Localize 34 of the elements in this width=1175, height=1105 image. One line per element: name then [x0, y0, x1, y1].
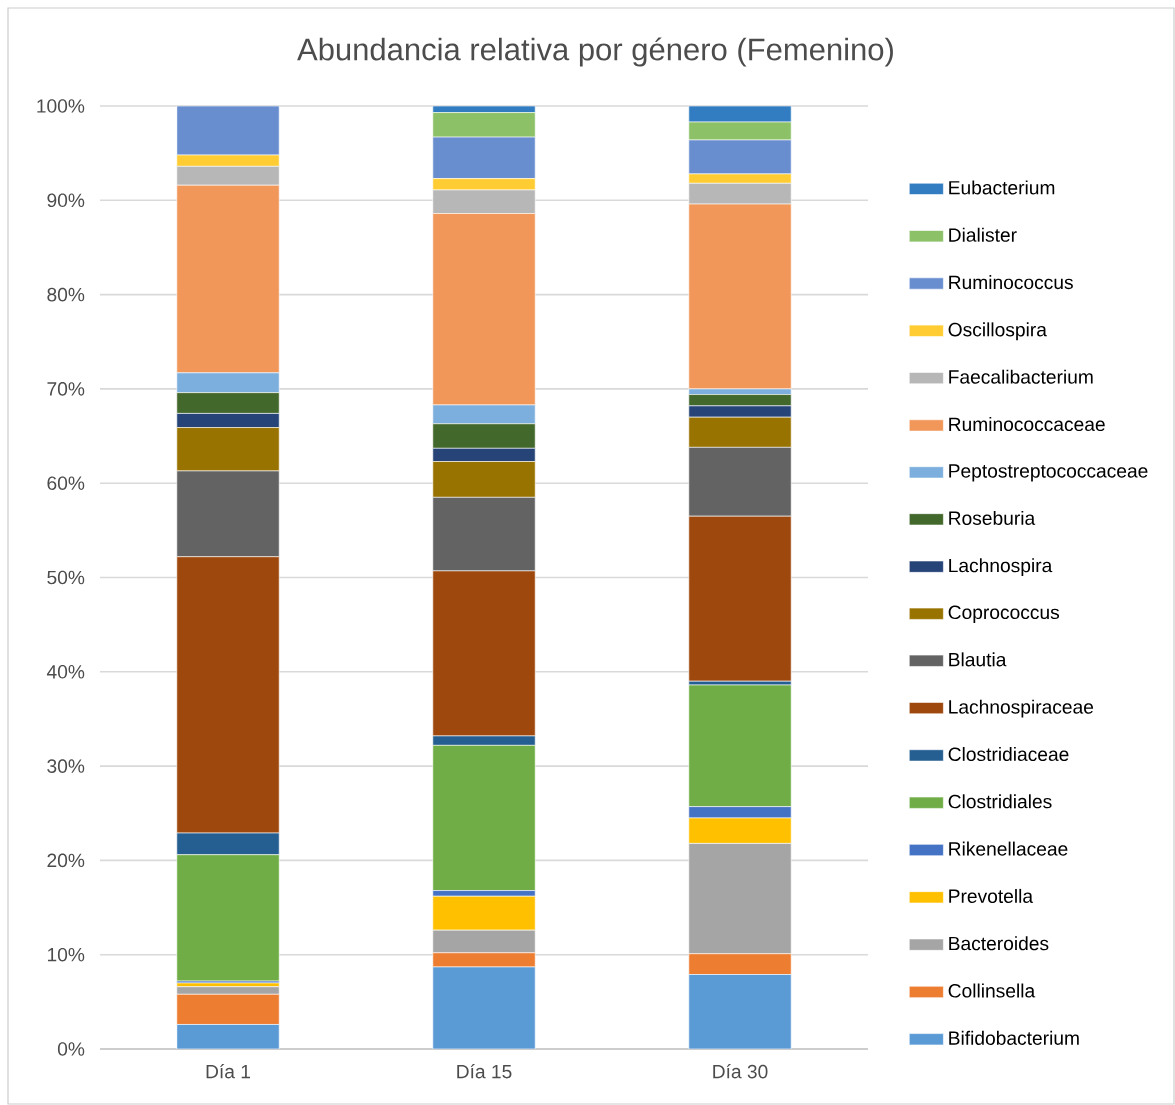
y-tick-label: 30% — [47, 759, 85, 773]
legend-label: Collinsella — [948, 983, 1036, 998]
legend-label: Lachnospira — [949, 558, 1053, 577]
legend-label: Roseburia — [949, 510, 1036, 525]
x-tick-label: Día 1 — [206, 1064, 250, 1079]
chart-title: Abundancia relativa por género (Femenino) — [297, 37, 893, 67]
x-tick-label: Día 15 — [457, 1064, 512, 1079]
legend-label: Peptostreptococcaceae — [949, 464, 1148, 482]
y-tick-label: 0% — [57, 1042, 85, 1056]
legend-label: Lachnospiraceae — [949, 699, 1094, 718]
legend-label: Prevotella — [949, 888, 1034, 903]
y-tick-label: 50% — [47, 570, 85, 585]
legend-label: Ruminococcus — [949, 275, 1073, 290]
legend-label: Oscillospira — [948, 322, 1047, 341]
legend-label: Ruminococcaceae — [949, 417, 1105, 432]
y-tick-label: 40% — [46, 665, 85, 679]
y-tick-label: 20% — [47, 853, 85, 868]
legend-label: Bacteroides — [949, 936, 1049, 951]
legend-label: Clostridiaceae — [948, 746, 1069, 762]
legend-label: Eubacterium — [949, 180, 1055, 195]
y-tick-label: 10% — [47, 947, 85, 962]
legend-label: Rikenellaceae — [949, 841, 1068, 856]
legend-label: Coprococcus — [948, 605, 1060, 623]
y-tick-label: 60% — [47, 476, 85, 490]
legend-label: Faecalibacterium — [949, 369, 1093, 384]
y-tick-label: 90% — [47, 193, 85, 208]
y-tick-label: 80% — [47, 287, 85, 302]
legend-label: Bifidobacterium — [949, 1030, 1079, 1045]
y-tick-label: 100% — [37, 99, 85, 113]
legend-label: Blautia — [949, 652, 1007, 667]
legend-label: Clostridiales — [948, 794, 1052, 809]
legend-label: Dialister — [949, 227, 1017, 242]
y-tick-label: 70% — [47, 382, 85, 396]
x-tick-label: Día 30 — [713, 1064, 768, 1079]
